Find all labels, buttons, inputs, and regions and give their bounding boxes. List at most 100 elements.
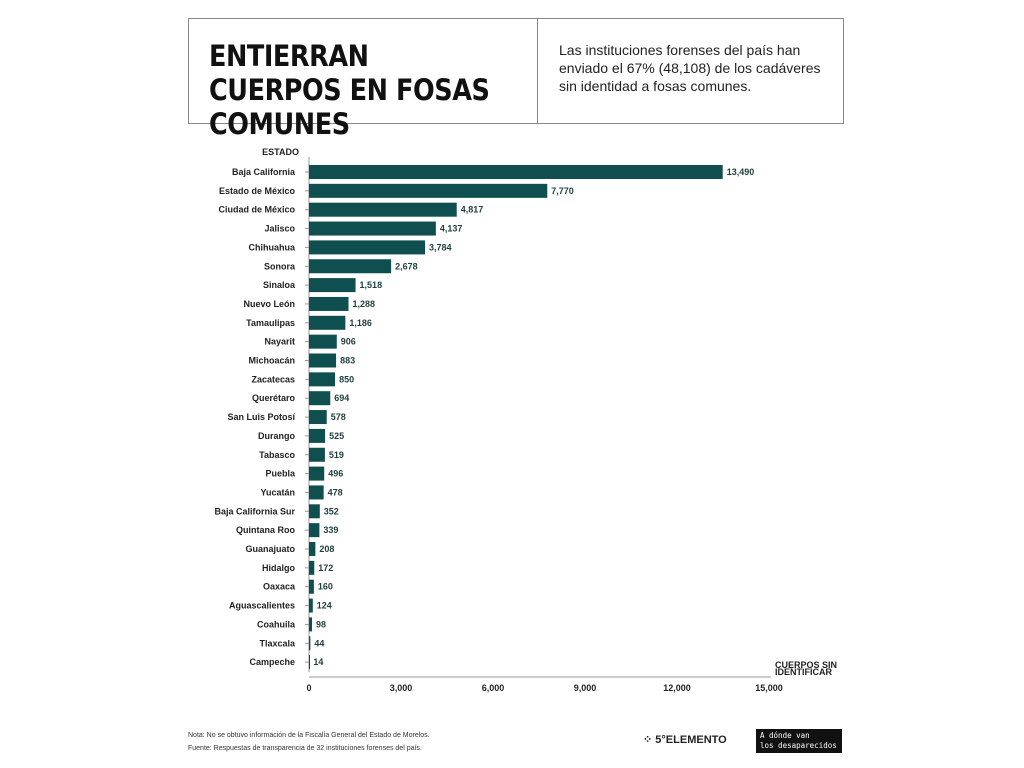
subtitle: Las instituciones forenses del país han … <box>559 42 821 94</box>
bar <box>309 579 314 594</box>
bar <box>309 560 315 575</box>
data-label: 339 <box>323 525 338 535</box>
category-label: Aguascalientes <box>229 601 295 611</box>
category-label: Nuevo León <box>243 299 295 309</box>
category-label: Nayarit <box>264 337 295 347</box>
category-label: Jalisco <box>264 224 295 234</box>
data-label: 4,137 <box>440 224 463 234</box>
category-label: Tabasco <box>259 450 295 460</box>
x-axis-title: CUERPOS SIN IDENTIFICAR <box>775 660 837 677</box>
bar <box>309 410 327 425</box>
bar <box>309 617 313 632</box>
bar <box>309 542 316 556</box>
data-label: 352 <box>324 506 339 516</box>
x-tick-label: 0 <box>306 683 311 693</box>
bar <box>309 447 325 462</box>
data-label: 208 <box>319 544 334 554</box>
data-label: 525 <box>329 431 344 441</box>
adonde-van-logo: A dónde van los desaparecidos <box>756 729 842 753</box>
category-label: Tlaxcala <box>259 638 296 648</box>
page-title: ENTIERRAN CUERPOS EN FOSAS COMUNES <box>209 39 490 141</box>
data-label: 496 <box>328 469 343 479</box>
data-label: 4,817 <box>461 205 484 215</box>
data-label: 883 <box>340 356 355 366</box>
category-label: Estado de México <box>219 186 296 196</box>
data-label: 519 <box>329 450 344 460</box>
category-label: Sonora <box>264 261 296 271</box>
data-label: 1,518 <box>360 280 383 290</box>
data-label: 13,490 <box>727 167 755 177</box>
bar <box>309 523 320 538</box>
bar <box>309 315 346 330</box>
bar <box>309 428 326 443</box>
data-label: 3,784 <box>429 242 452 252</box>
category-label: Campeche <box>249 657 295 667</box>
bar <box>309 504 320 519</box>
divider <box>537 19 538 123</box>
category-label: Guanajuato <box>245 544 295 554</box>
x-tick-label: 9,000 <box>574 683 597 693</box>
data-label: 7,770 <box>551 186 574 196</box>
category-label: Oaxaca <box>263 582 296 592</box>
x-tick-label: 15,000 <box>755 683 783 693</box>
data-label: 478 <box>328 487 343 497</box>
bar <box>309 372 336 387</box>
bar <box>309 240 426 255</box>
data-label: 172 <box>318 563 333 573</box>
data-label: 2,678 <box>395 261 418 271</box>
bar <box>309 655 310 670</box>
data-label: 1,288 <box>352 299 375 309</box>
category-label: Puebla <box>265 469 296 479</box>
bar <box>309 202 457 217</box>
category-label: Zacatecas <box>251 374 295 384</box>
data-label: 578 <box>331 412 346 422</box>
category-label: Coahuila <box>257 619 296 629</box>
category-label: Ciudad de México <box>218 205 295 215</box>
category-label: Baja California Sur <box>214 506 295 516</box>
bar <box>309 466 325 481</box>
data-label: 160 <box>318 582 333 592</box>
category-label: San Luis Potosí <box>227 412 295 422</box>
y-axis-title: ESTADO <box>262 147 299 157</box>
bar <box>309 334 337 349</box>
data-label: 850 <box>339 374 354 384</box>
category-label: Yucatán <box>260 487 295 497</box>
category-label: Hidalgo <box>262 563 296 573</box>
category-label: Querétaro <box>252 393 296 403</box>
category-label: Chihuahua <box>249 242 296 252</box>
quinto-elemento-logo: ⁘ 5°ELEMENTO <box>643 734 727 746</box>
data-label: 44 <box>314 638 324 648</box>
data-label: 98 <box>316 619 326 629</box>
data-label: 906 <box>341 337 356 347</box>
category-label: Quintana Roo <box>236 525 295 535</box>
bar <box>309 485 324 500</box>
bar <box>309 183 548 198</box>
dots-icon: ⁘ <box>643 734 656 746</box>
note: Nota: No se obtuvo información de la Fis… <box>188 732 430 739</box>
header-box: ENTIERRAN CUERPOS EN FOSAS COMUNES Las i… <box>188 18 844 141</box>
bar <box>309 165 723 179</box>
data-label: 1,186 <box>349 318 372 328</box>
x-tick-label: 12,000 <box>663 683 691 693</box>
data-label: 124 <box>317 601 332 611</box>
bar <box>309 278 356 293</box>
x-tick-label: 6,000 <box>482 683 505 693</box>
data-label: 14 <box>313 657 323 667</box>
bar <box>309 221 436 236</box>
source: Fuente: Respuestas de transparencia de 3… <box>188 745 422 752</box>
category-label: Durango <box>258 431 296 441</box>
bar <box>309 391 331 406</box>
bar <box>309 259 392 274</box>
bar <box>309 296 349 311</box>
bar <box>309 353 337 368</box>
footer-notes: Nota: No se obtuvo información de la Fis… <box>188 729 430 755</box>
x-tick-label: 3,000 <box>390 683 413 693</box>
category-label: Michoacán <box>248 356 295 366</box>
bar <box>309 598 313 613</box>
data-label: 694 <box>334 393 349 403</box>
bar <box>309 636 311 651</box>
category-label: Tamaulipas <box>246 318 295 328</box>
category-label: Baja California <box>232 167 296 177</box>
category-label: Sinaloa <box>263 280 296 290</box>
